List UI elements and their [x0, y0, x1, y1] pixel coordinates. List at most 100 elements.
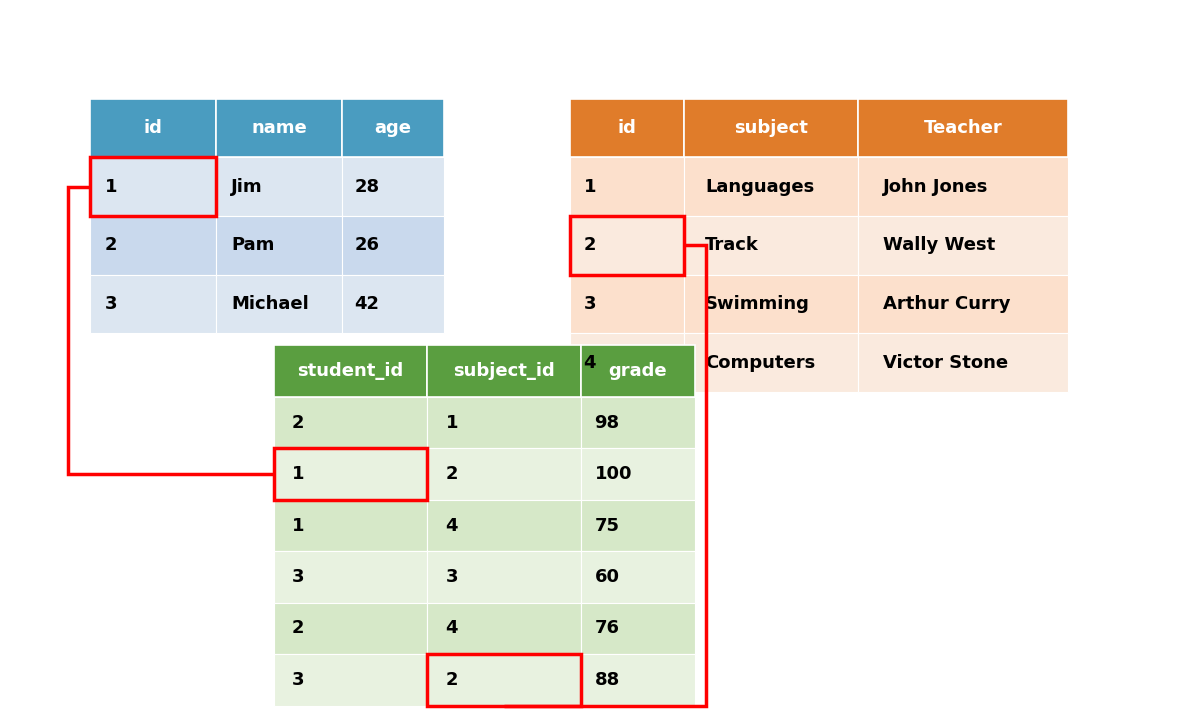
FancyBboxPatch shape	[570, 275, 684, 333]
Text: 75: 75	[594, 516, 619, 535]
FancyBboxPatch shape	[90, 216, 216, 275]
FancyBboxPatch shape	[90, 275, 216, 333]
FancyBboxPatch shape	[342, 99, 444, 157]
FancyBboxPatch shape	[570, 333, 684, 392]
Text: 2: 2	[445, 465, 458, 483]
FancyBboxPatch shape	[684, 99, 858, 157]
Text: 2: 2	[583, 236, 596, 255]
Text: 2: 2	[292, 619, 305, 638]
Text: 1: 1	[292, 465, 305, 483]
FancyBboxPatch shape	[570, 216, 684, 275]
FancyBboxPatch shape	[427, 603, 581, 654]
Text: 3: 3	[445, 568, 458, 586]
Text: 4: 4	[583, 353, 596, 372]
FancyBboxPatch shape	[274, 654, 427, 706]
FancyBboxPatch shape	[858, 157, 1068, 216]
FancyBboxPatch shape	[581, 654, 695, 706]
Text: subject_id: subject_id	[454, 362, 554, 380]
FancyBboxPatch shape	[274, 603, 427, 654]
Text: 2: 2	[292, 413, 305, 432]
FancyBboxPatch shape	[274, 500, 427, 551]
Text: 2: 2	[445, 671, 458, 689]
Text: John Jones: John Jones	[883, 177, 989, 196]
Text: age: age	[374, 119, 412, 137]
FancyBboxPatch shape	[581, 345, 695, 397]
Text: subject: subject	[734, 119, 808, 137]
FancyBboxPatch shape	[216, 99, 342, 157]
FancyBboxPatch shape	[581, 603, 695, 654]
Text: 4: 4	[445, 619, 458, 638]
Text: 88: 88	[594, 671, 619, 689]
Text: id: id	[144, 119, 162, 137]
FancyBboxPatch shape	[274, 551, 427, 603]
Text: 1: 1	[445, 413, 458, 432]
FancyBboxPatch shape	[684, 216, 858, 275]
Text: Arthur Curry: Arthur Curry	[883, 295, 1010, 313]
FancyBboxPatch shape	[581, 448, 695, 500]
FancyBboxPatch shape	[684, 333, 858, 392]
FancyBboxPatch shape	[216, 157, 342, 216]
FancyBboxPatch shape	[684, 157, 858, 216]
Text: Michael: Michael	[232, 295, 308, 313]
Text: 1: 1	[106, 177, 118, 196]
Text: 4: 4	[445, 516, 458, 535]
Text: 42: 42	[354, 295, 379, 313]
FancyBboxPatch shape	[90, 157, 216, 216]
FancyBboxPatch shape	[570, 99, 684, 157]
Text: Languages: Languages	[704, 177, 814, 196]
Text: 26: 26	[354, 236, 379, 255]
Text: Victor Stone: Victor Stone	[883, 353, 1008, 372]
FancyBboxPatch shape	[274, 448, 427, 500]
FancyBboxPatch shape	[581, 397, 695, 448]
Text: 76: 76	[594, 619, 619, 638]
Text: 3: 3	[292, 568, 305, 586]
Text: id: id	[618, 119, 636, 137]
Text: 100: 100	[594, 465, 632, 483]
Text: 1: 1	[583, 177, 596, 196]
Text: Track: Track	[704, 236, 758, 255]
Text: student_id: student_id	[298, 362, 403, 380]
FancyBboxPatch shape	[90, 99, 216, 157]
Text: 3: 3	[292, 671, 305, 689]
Text: name: name	[251, 119, 307, 137]
Text: Wally West: Wally West	[883, 236, 996, 255]
FancyBboxPatch shape	[274, 345, 427, 397]
FancyBboxPatch shape	[570, 157, 684, 216]
FancyBboxPatch shape	[274, 397, 427, 448]
Text: 3: 3	[583, 295, 596, 313]
FancyBboxPatch shape	[342, 216, 444, 275]
FancyBboxPatch shape	[216, 275, 342, 333]
Text: Computers: Computers	[704, 353, 815, 372]
FancyBboxPatch shape	[216, 216, 342, 275]
FancyBboxPatch shape	[427, 551, 581, 603]
FancyBboxPatch shape	[858, 216, 1068, 275]
Text: Swimming: Swimming	[704, 295, 810, 313]
FancyBboxPatch shape	[427, 345, 581, 397]
Text: Teacher: Teacher	[924, 119, 1002, 137]
Bar	[570, 216, 684, 275]
FancyBboxPatch shape	[858, 275, 1068, 333]
Text: 3: 3	[106, 295, 118, 313]
FancyBboxPatch shape	[581, 551, 695, 603]
FancyBboxPatch shape	[427, 448, 581, 500]
Text: grade: grade	[608, 362, 667, 380]
FancyBboxPatch shape	[684, 275, 858, 333]
FancyBboxPatch shape	[342, 157, 444, 216]
Bar	[427, 654, 581, 706]
FancyBboxPatch shape	[427, 654, 581, 706]
FancyBboxPatch shape	[427, 397, 581, 448]
Text: Pam: Pam	[232, 236, 275, 255]
Text: 2: 2	[106, 236, 118, 255]
Text: 98: 98	[594, 413, 619, 432]
FancyBboxPatch shape	[342, 275, 444, 333]
FancyBboxPatch shape	[858, 333, 1068, 392]
FancyBboxPatch shape	[581, 500, 695, 551]
Text: 60: 60	[594, 568, 619, 586]
Bar	[274, 448, 427, 500]
Text: 1: 1	[292, 516, 305, 535]
Text: 28: 28	[354, 177, 379, 196]
Text: Jim: Jim	[232, 177, 263, 196]
FancyBboxPatch shape	[427, 500, 581, 551]
FancyBboxPatch shape	[858, 99, 1068, 157]
Bar	[90, 157, 216, 216]
